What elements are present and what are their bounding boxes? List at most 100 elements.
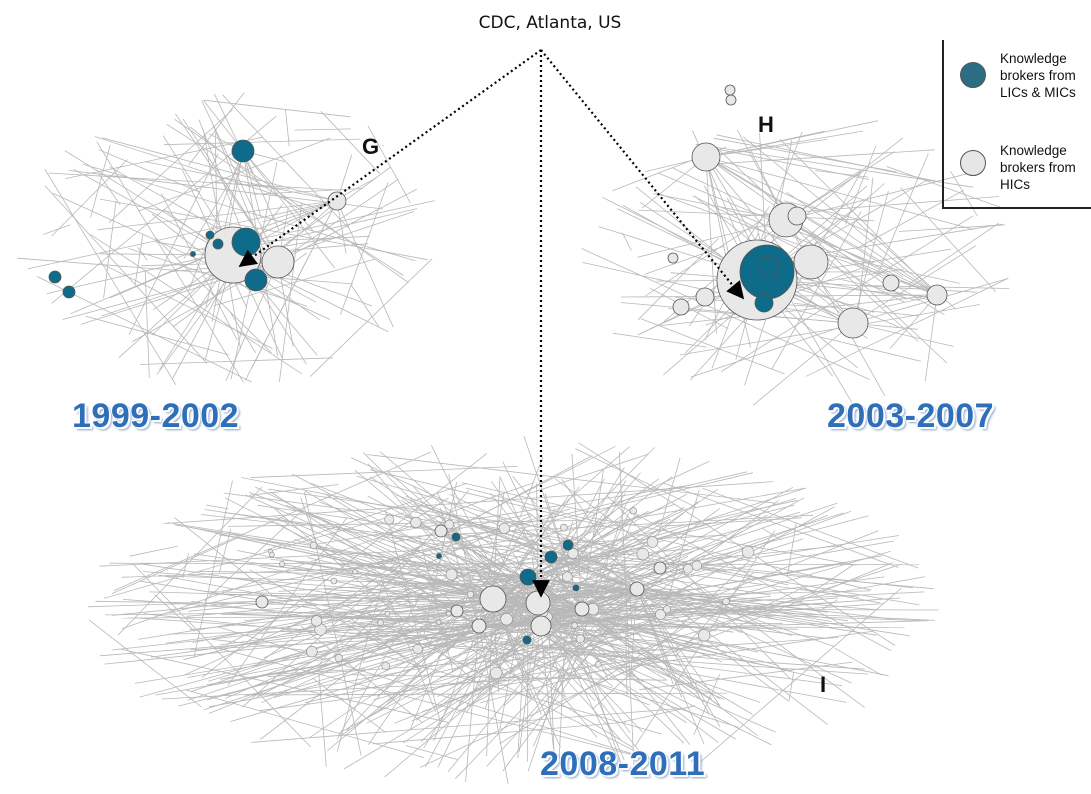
edge xyxy=(44,168,177,386)
edge xyxy=(499,476,625,761)
node xyxy=(255,595,269,609)
edge xyxy=(309,258,433,377)
node xyxy=(544,550,558,564)
edge xyxy=(206,602,539,701)
edge xyxy=(242,150,314,231)
edge xyxy=(255,616,409,699)
edge xyxy=(64,150,234,256)
edge xyxy=(241,477,751,579)
edge xyxy=(645,219,763,297)
edge xyxy=(672,167,938,296)
edge xyxy=(622,232,632,251)
edge xyxy=(191,601,843,686)
edge xyxy=(199,570,529,578)
edge xyxy=(414,556,687,723)
edge xyxy=(48,172,341,191)
node xyxy=(663,605,672,614)
edge xyxy=(374,529,529,578)
edge xyxy=(138,137,331,212)
node xyxy=(500,612,513,626)
edge xyxy=(245,235,370,243)
edge xyxy=(612,332,707,348)
edge xyxy=(886,166,1004,209)
edge xyxy=(844,145,877,225)
node xyxy=(436,619,442,625)
edge xyxy=(229,310,257,354)
edge xyxy=(73,168,316,303)
edge xyxy=(636,588,721,706)
edge xyxy=(272,506,484,689)
edge xyxy=(582,262,854,324)
edge xyxy=(350,674,666,681)
edge xyxy=(492,477,501,600)
edge xyxy=(244,200,338,381)
edge xyxy=(812,564,855,593)
edge xyxy=(623,705,696,723)
edge xyxy=(97,200,338,231)
edge xyxy=(540,603,884,627)
edge xyxy=(225,653,331,699)
node xyxy=(691,560,702,571)
edge xyxy=(581,608,924,621)
edge xyxy=(232,254,389,333)
edge xyxy=(258,654,679,712)
edge xyxy=(134,234,144,285)
edge xyxy=(492,598,621,741)
edge xyxy=(720,206,938,296)
edge xyxy=(339,602,539,737)
edge xyxy=(785,219,945,316)
node xyxy=(244,268,268,292)
edge xyxy=(85,315,229,356)
edge xyxy=(190,635,460,651)
edge xyxy=(705,156,975,230)
edge xyxy=(129,545,178,557)
node xyxy=(384,610,391,617)
node xyxy=(758,255,780,277)
panel-letter: I xyxy=(820,672,827,697)
edge xyxy=(492,598,889,677)
edge xyxy=(640,318,785,375)
edge xyxy=(537,602,744,661)
node xyxy=(882,274,900,292)
node xyxy=(412,643,423,655)
node xyxy=(479,585,507,613)
edge xyxy=(203,100,336,269)
edge xyxy=(119,648,449,723)
edge xyxy=(771,211,862,370)
edge xyxy=(336,200,394,328)
edge xyxy=(537,502,838,604)
node xyxy=(787,206,807,226)
edge xyxy=(285,108,290,147)
edge xyxy=(160,193,238,341)
edge xyxy=(368,571,486,745)
edge xyxy=(17,257,354,285)
edge xyxy=(204,509,771,596)
edge xyxy=(370,469,872,591)
edge xyxy=(431,445,490,564)
edge xyxy=(128,153,219,336)
edge xyxy=(445,619,472,655)
edge xyxy=(380,577,437,713)
edge xyxy=(176,200,338,259)
edge xyxy=(607,495,791,680)
edge xyxy=(834,647,883,676)
node xyxy=(352,569,358,575)
edge xyxy=(494,643,650,706)
edge xyxy=(786,191,938,296)
node xyxy=(451,532,461,542)
edge xyxy=(889,294,938,349)
node xyxy=(444,519,455,530)
edge xyxy=(650,607,721,727)
edge xyxy=(223,492,619,547)
edge xyxy=(433,625,480,742)
edge xyxy=(349,625,480,634)
edge xyxy=(381,145,384,147)
edge xyxy=(695,143,974,188)
edges xyxy=(17,92,1010,785)
edge xyxy=(144,271,150,378)
edge xyxy=(98,172,121,206)
edge xyxy=(537,515,869,604)
edge xyxy=(560,478,638,590)
edge xyxy=(175,113,279,263)
edge xyxy=(636,497,805,590)
